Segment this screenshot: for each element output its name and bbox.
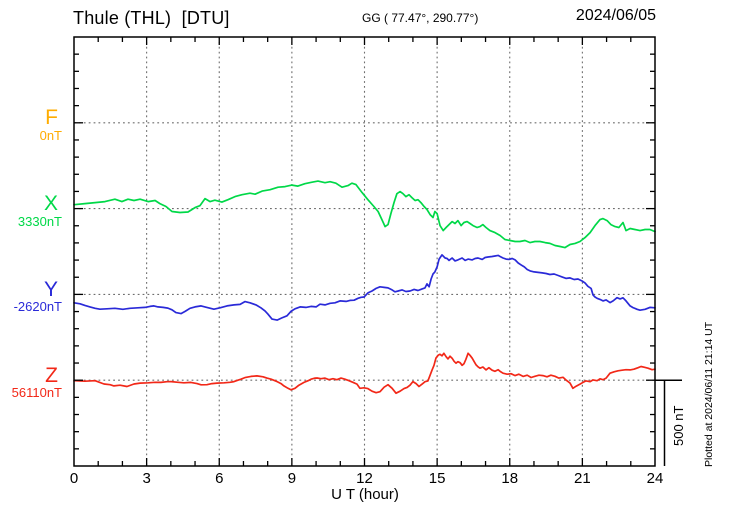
plot-date: 2024/06/05: [575, 7, 656, 24]
scale-bar-label: 500 nT: [671, 405, 686, 446]
channel-z-label: Z: [45, 364, 58, 387]
x-tick-label-3: 3: [142, 470, 151, 487]
channel-f-label: F: [45, 106, 58, 129]
channel-x-label: X: [43, 192, 58, 215]
x-tick-label-24: 24: [646, 470, 664, 487]
x-tick-label-6: 6: [215, 470, 224, 487]
geographic-coords: GG ( 77.47°, 290.77°): [362, 11, 479, 25]
channel-y-baseline-value: -2620nT: [13, 299, 62, 314]
station-title: Thule (THL) [DTU]: [73, 8, 230, 28]
channel-f-baseline-value: 0nT: [39, 128, 62, 143]
x-tick-label-18: 18: [501, 470, 519, 487]
channel-z-baseline-value: 56110nT: [11, 385, 62, 400]
x-tick-label-12: 12: [356, 470, 373, 487]
x-tick-label-21: 21: [574, 470, 591, 487]
x-tick-label-15: 15: [428, 470, 446, 487]
channel-y-label: Y: [43, 278, 58, 301]
x-tick-label-9: 9: [287, 470, 297, 487]
channel-x-baseline-value: 3330nT: [17, 214, 62, 229]
x-tick-label-0: 0: [69, 470, 79, 487]
x-axis-label: U T (hour): [331, 486, 399, 503]
plotted-at-note: Plotted at 2024/06/11 21:14 UT: [703, 321, 715, 467]
